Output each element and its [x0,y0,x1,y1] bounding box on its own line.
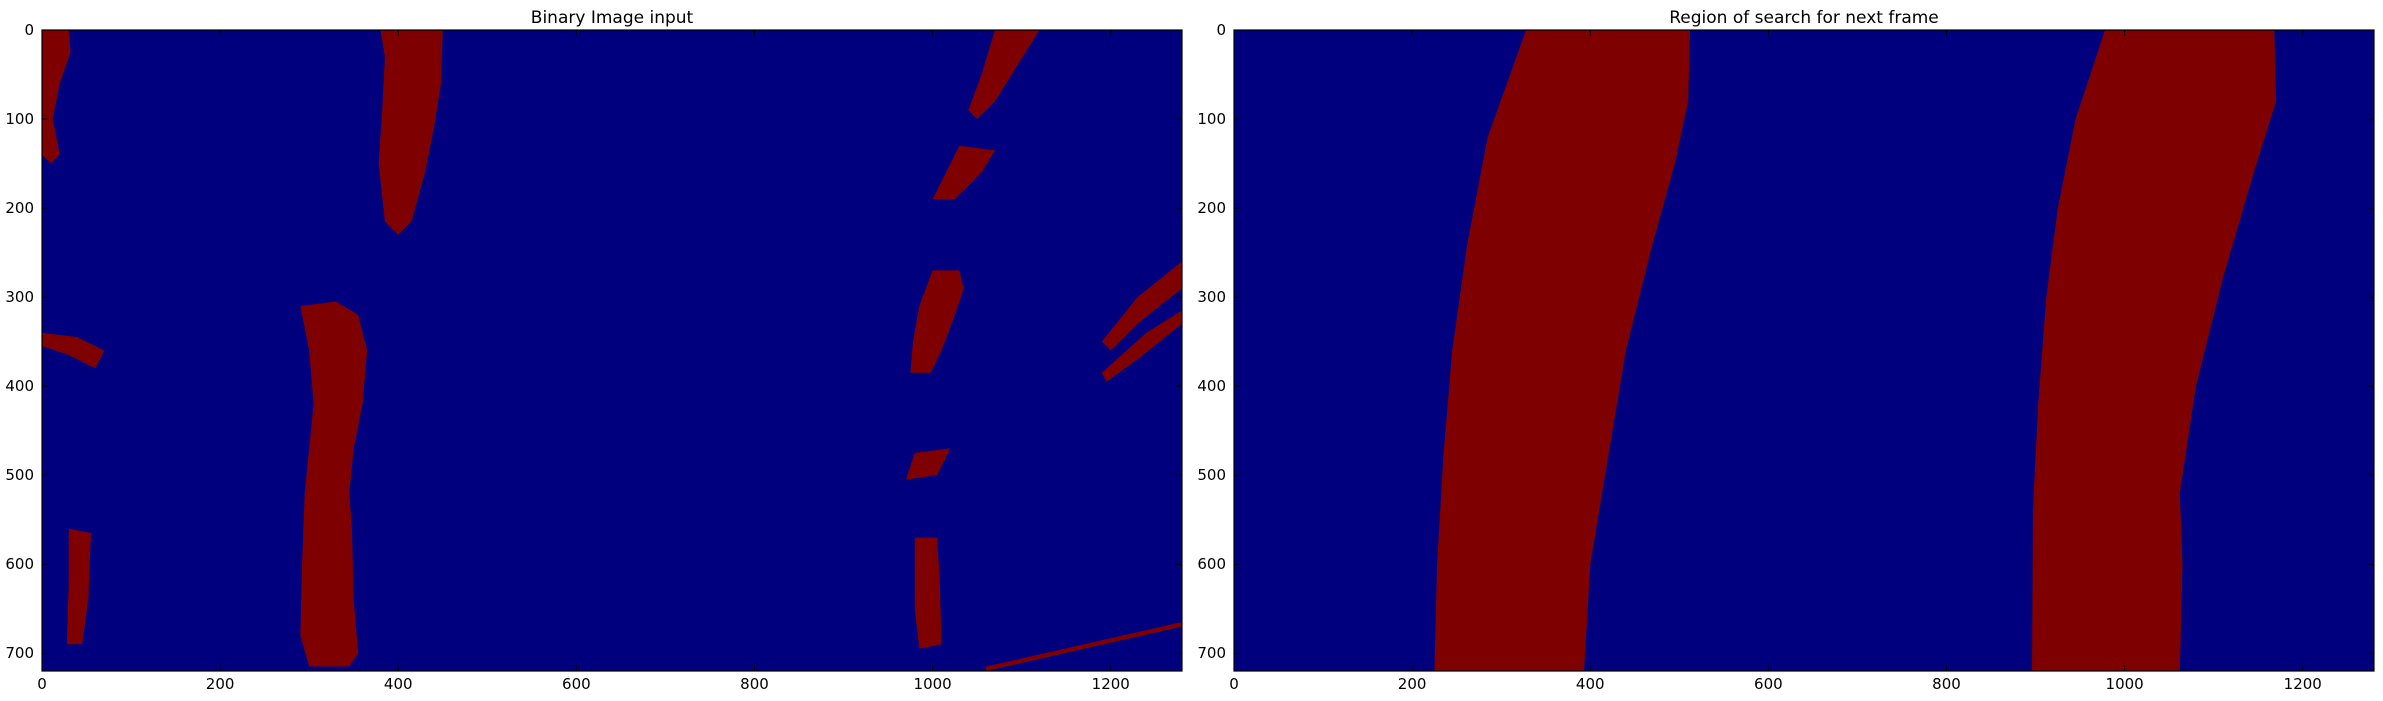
y-tick-label: 600 [5,555,34,573]
y-tick-label: 500 [1197,466,1226,484]
x-tick-label: 800 [1932,675,1961,693]
x-tick-label: 1000 [2106,675,2144,693]
x-tick-label: 400 [384,675,413,693]
y-tick-label: 400 [1197,377,1226,395]
right-lane-dashes-lower [905,448,951,480]
right-lane-search-region [2032,30,2276,671]
right-edge-streaks-2 [1101,310,1182,382]
right-lane-marking-lower [914,537,942,649]
image-background [42,30,1182,671]
right-lane-dashes-mid [932,145,995,200]
y-tick-label: 500 [5,466,34,484]
right-edge-streaks [1101,261,1182,351]
left-lane-marking-upper [378,30,443,235]
left-shoulder-streaks [42,332,105,369]
x-tick-label: 0 [37,675,47,693]
x-tick-label: 1200 [1092,675,1130,693]
y-tick-label: 300 [5,288,34,306]
right-lane-marking-mid [910,270,964,373]
panel-title: Region of search for next frame [1669,8,1939,28]
left-lane-search-region [1434,30,1690,671]
y-tick-label: 700 [5,644,34,662]
axes-frame [1233,29,2375,672]
y-tick-label: 300 [1197,288,1226,306]
x-tick-label: 0 [1229,675,1239,693]
right-lane-marking-upper [968,30,1040,119]
y-tick-label: 100 [1197,110,1226,128]
y-tick-label: 100 [5,110,34,128]
x-tick-label: 600 [1754,675,1783,693]
x-tick-label: 600 [562,675,591,693]
y-tick-label: 700 [1197,644,1226,662]
bottom-diagonal-line [986,622,1182,671]
axes-frame [41,29,1183,672]
y-tick-label: 400 [5,377,34,395]
search-region-panel: Region of search for next frame 0 200 400 60… [1197,8,2375,693]
x-tick-label: 1000 [914,675,952,693]
panel-title: Binary Image input [531,8,694,28]
x-tick-label: 200 [206,675,235,693]
x-tick-label: 1200 [2284,675,2322,693]
binary-image-panel: Binary Image input 0 200 400 600 800 1000 1200 0… [5,8,1183,693]
x-tick-label: 200 [1398,675,1427,693]
left-bottom-marks [66,528,91,645]
y-tick-label: 0 [1216,21,1226,39]
y-tick-label: 600 [1197,555,1226,573]
y-tick-label: 200 [1197,199,1226,217]
left-lane-marking [300,301,368,667]
left-lane-dashes-top-left [42,30,71,164]
y-tick-label: 0 [24,21,34,39]
x-tick-label: 800 [740,675,769,693]
x-tick-label: 400 [1576,675,1605,693]
y-tick-label: 200 [5,199,34,217]
